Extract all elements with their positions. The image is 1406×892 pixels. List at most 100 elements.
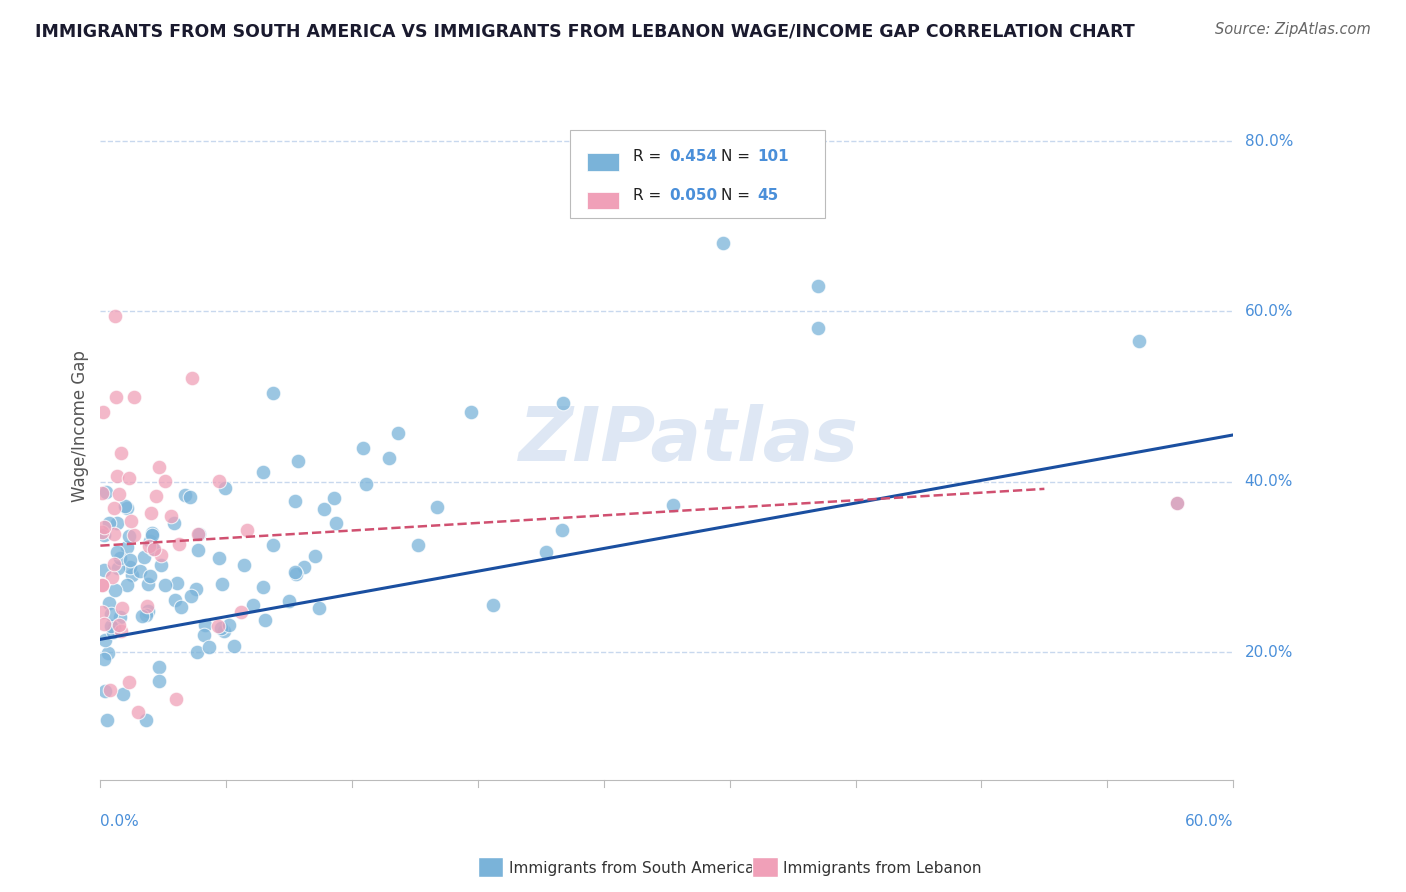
Text: N =: N =: [721, 149, 755, 164]
Point: [107, 486, 129, 500]
Point: [101, 625, 124, 640]
Point: [187, 542, 209, 557]
Bar: [588, 153, 619, 170]
Point: [103, 501, 125, 516]
Text: 20.0%: 20.0%: [1244, 645, 1294, 659]
Point: [354, 476, 377, 491]
Text: 80.0%: 80.0%: [1244, 134, 1294, 149]
Text: 40.0%: 40.0%: [1244, 475, 1294, 490]
Point: [193, 627, 215, 641]
Point: [198, 640, 221, 654]
Text: Immigrants from South America: Immigrants from South America: [509, 862, 755, 876]
FancyBboxPatch shape: [571, 129, 825, 218]
Point: [262, 539, 284, 553]
Point: [229, 606, 252, 620]
Point: [117, 540, 139, 554]
Point: [186, 644, 208, 658]
Point: [122, 528, 145, 542]
Point: [165, 593, 187, 607]
Point: [292, 560, 315, 574]
Point: [179, 491, 201, 505]
Point: [108, 617, 131, 632]
Text: Source: ZipAtlas.com: Source: ZipAtlas.com: [1215, 22, 1371, 37]
Point: [115, 578, 138, 592]
Point: [284, 494, 307, 508]
Point: [118, 559, 141, 574]
Point: [426, 500, 449, 515]
Point: [97, 646, 120, 660]
Point: [104, 390, 127, 404]
Point: [242, 598, 264, 612]
Point: [139, 506, 162, 520]
Text: IMMIGRANTS FROM SOUTH AMERICA VS IMMIGRANTS FROM LEBANON WAGE/INCOME GAP CORRELA: IMMIGRANTS FROM SOUTH AMERICA VS IMMIGRA…: [35, 22, 1135, 40]
Point: [98, 516, 121, 530]
Point: [142, 542, 165, 557]
Point: [287, 454, 309, 468]
Point: [252, 580, 274, 594]
Point: [91, 525, 114, 540]
Point: [553, 396, 575, 410]
Point: [1166, 496, 1188, 510]
Point: [118, 471, 141, 485]
Point: [91, 578, 114, 592]
Text: 101: 101: [758, 149, 789, 164]
Point: [149, 558, 172, 572]
Text: R =: R =: [633, 188, 666, 202]
Point: [127, 705, 149, 719]
Point: [551, 523, 574, 537]
Point: [136, 599, 159, 613]
Point: [1166, 496, 1188, 510]
Point: [378, 450, 401, 465]
Point: [93, 684, 115, 698]
Point: [94, 632, 117, 647]
Point: [107, 561, 129, 575]
Point: [105, 545, 128, 559]
Point: [214, 481, 236, 495]
Point: [110, 446, 132, 460]
Point: [105, 469, 128, 483]
Point: [170, 600, 193, 615]
Point: [181, 371, 204, 385]
Point: [208, 474, 231, 488]
Point: [93, 616, 115, 631]
Point: [105, 516, 128, 530]
Point: [114, 500, 136, 514]
Point: [155, 578, 177, 592]
Point: [211, 577, 233, 591]
Point: [163, 516, 186, 530]
Point: [153, 475, 176, 489]
Point: [93, 519, 115, 533]
Point: [100, 619, 122, 633]
Point: [103, 557, 125, 571]
Point: [118, 529, 141, 543]
Point: [120, 514, 142, 528]
Point: [807, 279, 830, 293]
Point: [224, 639, 246, 653]
Point: [104, 309, 127, 323]
Point: [252, 465, 274, 479]
Point: [262, 386, 284, 401]
Point: [278, 594, 301, 608]
Point: [138, 539, 160, 553]
Point: [208, 550, 231, 565]
Point: [534, 545, 557, 559]
Text: 0.0%: 0.0%: [100, 814, 139, 829]
Point: [93, 528, 115, 542]
Point: [91, 578, 114, 592]
Point: [406, 538, 429, 552]
Text: R =: R =: [633, 149, 666, 164]
Point: [284, 565, 307, 579]
Point: [482, 598, 505, 612]
Point: [807, 321, 830, 335]
Point: [173, 488, 195, 502]
Point: [194, 618, 217, 632]
Point: [236, 523, 259, 537]
Point: [100, 607, 122, 622]
Point: [110, 624, 132, 638]
Point: [121, 568, 143, 582]
Point: [284, 566, 307, 581]
Point: [312, 502, 335, 516]
Point: [118, 553, 141, 567]
Point: [135, 608, 157, 623]
Point: [104, 583, 127, 598]
